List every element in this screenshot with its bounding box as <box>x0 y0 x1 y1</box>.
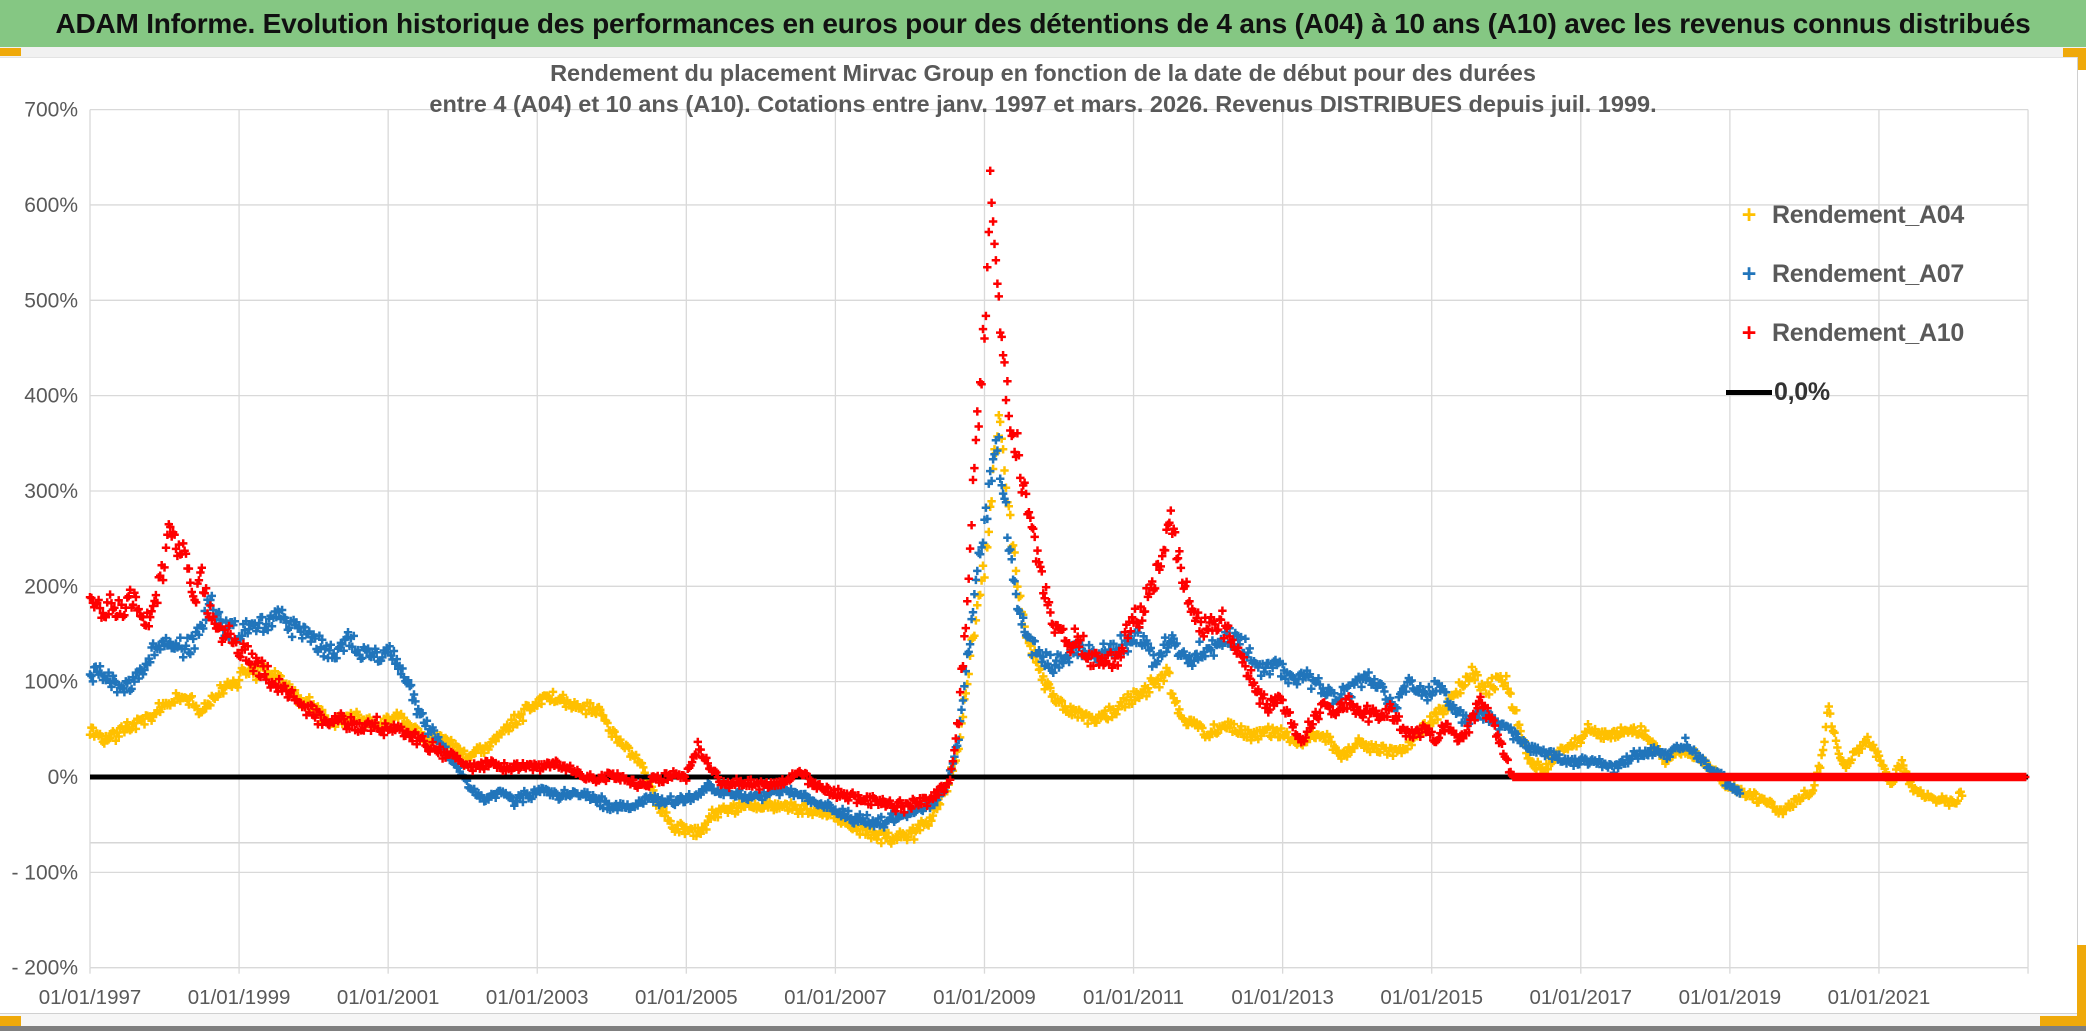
x-axis-tick-label: 01/01/2011 <box>1083 986 1184 1009</box>
x-axis-tick-label: 01/01/1997 <box>39 986 142 1009</box>
x-axis-tick-label: 01/01/2007 <box>784 986 887 1009</box>
legend-item-a07[interactable]: + Rendement_A07 <box>1726 245 2071 304</box>
legend-item-zero-line[interactable]: 0,0% <box>1726 363 2071 422</box>
gold-accent-bottom-right <box>2040 1016 2086 1026</box>
x-axis-tick-label: 01/01/2021 <box>1828 986 1931 1009</box>
x-axis-tick-label: 01/01/1999 <box>188 986 291 1009</box>
legend-label: Rendement_A04 <box>1772 201 1964 229</box>
plus-marker-icon: + <box>1741 319 1757 347</box>
chart-object-right-border <box>2077 57 2078 1014</box>
gold-accent-right-strip <box>2077 945 2086 1026</box>
series-rendement_a07-markers <box>85 433 1745 832</box>
series-rendement_a10-markers <box>85 166 2030 817</box>
x-axis-tick-label: 01/01/2009 <box>933 986 1036 1009</box>
gold-accent-top-right-vertical <box>2077 48 2086 70</box>
chart-title: Rendement du placement Mirvac Group en f… <box>203 58 1883 120</box>
legend-label: Rendement_A07 <box>1772 260 1964 288</box>
sheet-row-strip-top <box>0 47 2086 58</box>
sheet-bottom-band <box>0 1026 2086 1031</box>
series-rendement_a04-markers <box>85 411 1967 848</box>
y-axis-tick-label: - 100% <box>11 861 78 884</box>
x-axis-tick-label: 01/01/2015 <box>1380 986 1483 1009</box>
x-axis-tick-label: 01/01/2003 <box>486 986 589 1009</box>
plus-marker-icon: + <box>1741 260 1757 288</box>
y-axis-tick-label: 200% <box>24 575 78 598</box>
sheet-row-strip-bottom <box>0 1014 2086 1026</box>
header-title: ADAM Informe. Evolution historique des p… <box>55 7 2031 39</box>
x-axis-tick-label: 01/01/2017 <box>1529 986 1632 1009</box>
x-axis-tick-label: 01/01/2005 <box>635 986 738 1009</box>
y-axis-tick-label: 600% <box>24 194 78 217</box>
chart-title-line2: entre 4 (A04) et 10 ans (A10). Cotations… <box>429 91 1657 117</box>
legend-item-a10[interactable]: + Rendement_A10 <box>1726 304 2071 363</box>
y-axis-tick-label: 400% <box>24 385 78 408</box>
legend-label: Rendement_A10 <box>1772 319 1964 347</box>
y-axis-tick-label: 100% <box>24 671 78 694</box>
legend-label: 0,0% <box>1774 378 1830 406</box>
gold-accent-top-left <box>0 48 21 56</box>
x-axis-tick-label: 01/01/2001 <box>337 986 440 1009</box>
gold-accent-top-right <box>2063 48 2086 57</box>
x-axis-tick-label: 01/01/2013 <box>1231 986 1334 1009</box>
y-axis-tick-label: - 200% <box>11 957 78 980</box>
y-axis-tick-label: 0% <box>48 766 78 789</box>
chart-title-line1: Rendement du placement Mirvac Group en f… <box>550 60 1536 86</box>
legend-item-a04[interactable]: + Rendement_A04 <box>1726 186 2071 245</box>
chart-legend: + Rendement_A04 + Rendement_A07 + Rendem… <box>1726 186 2071 422</box>
chart-object-bottom-border <box>0 1013 2086 1014</box>
gold-accent-bottom-left <box>0 1016 21 1026</box>
plus-marker-icon: + <box>1741 201 1757 229</box>
y-axis-tick-label: 300% <box>24 480 78 503</box>
x-axis-tick-label: 01/01/2019 <box>1679 986 1782 1009</box>
header-banner: ADAM Informe. Evolution historique des p… <box>0 0 2086 47</box>
y-axis-tick-label: 700% <box>24 99 78 122</box>
y-axis-tick-label: 500% <box>24 289 78 312</box>
line-marker-icon <box>1726 390 1772 395</box>
